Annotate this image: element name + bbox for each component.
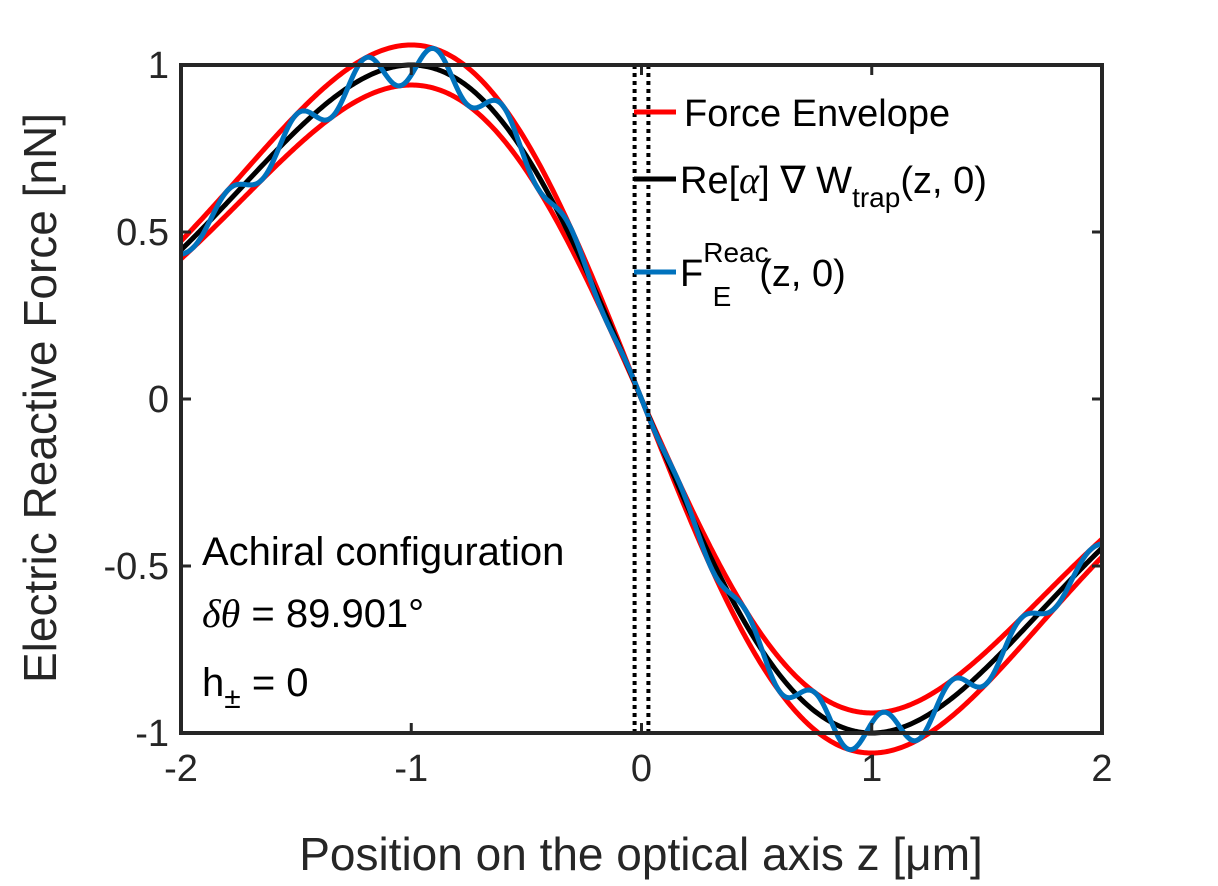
- legend-label-reactive: FReac E(z, 0): [680, 237, 846, 312]
- x-tick-label: 1: [861, 748, 882, 790]
- annotation-delta-theta: δθ = 89.901°: [202, 591, 424, 636]
- x-tick-label: -2: [164, 748, 198, 790]
- y-tick-label: -0.5: [104, 546, 169, 588]
- y-tick-label: 0.5: [116, 212, 169, 254]
- axis-ticks: -2 -1 0 1 2-1-0.500.51: [104, 45, 1113, 790]
- y-tick-label: 0: [148, 379, 169, 421]
- x-tick-label: 0: [631, 748, 652, 790]
- series-reactive-force: [180, 45, 1103, 753]
- y-tick-label: 1: [148, 45, 169, 87]
- plot-area: [179, 42, 1104, 756]
- annotation-block: Achiral configuration δθ = 89.901° h± = …: [202, 530, 564, 715]
- x-axis-label: Position on the optical axis z [μm]: [299, 828, 983, 880]
- y-tick-label: -1: [135, 713, 169, 755]
- legend: Force Envelope Re[α] ∇ Wtrap(z, 0) FReac…: [634, 93, 987, 312]
- annotation-configuration: Achiral configuration: [202, 530, 564, 574]
- x-tick-label: 2: [1091, 748, 1112, 790]
- legend-label-envelope: Force Envelope: [684, 93, 950, 135]
- x-tick-label: -1: [394, 748, 428, 790]
- annotation-helicity: h± = 0: [202, 661, 309, 715]
- legend-label-trap: Re[α] ∇ Wtrap(z, 0): [680, 160, 987, 213]
- y-axis-label: Electric Reactive Force [nN]: [14, 113, 66, 683]
